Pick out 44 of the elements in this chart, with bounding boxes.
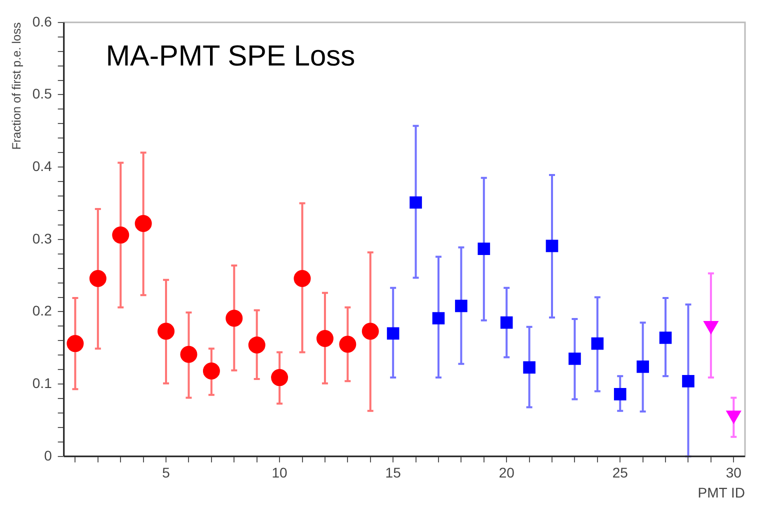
point (478, 242, 490, 255)
y-tick-label: 0.6 (32, 13, 52, 30)
point (158, 322, 175, 340)
point (410, 196, 422, 209)
point (591, 337, 604, 350)
point (455, 300, 468, 312)
x-axis-title: PMT ID (698, 484, 745, 500)
point (432, 312, 445, 324)
point (546, 240, 558, 252)
x-tick-label: 30 (726, 464, 742, 481)
point (112, 226, 130, 244)
point (202, 362, 220, 380)
x-tick-label: 15 (385, 464, 402, 481)
y-tick-label: 0.5 (32, 86, 52, 102)
y-tick-label: 0.1 (32, 374, 52, 391)
text: MA-PMT SPE Loss (106, 40, 356, 72)
x-tick-label: 25 (612, 464, 628, 481)
point (248, 336, 266, 354)
point (614, 388, 626, 400)
x-tick-label: 5 (162, 464, 170, 481)
point (362, 322, 379, 340)
point (339, 336, 356, 353)
point (568, 352, 581, 365)
x-tick-label: 20 (498, 464, 515, 481)
point (500, 316, 513, 329)
y-tick-label: 0.4 (32, 158, 52, 174)
point (523, 361, 536, 374)
point (134, 214, 152, 232)
x-tick-label: 10 (272, 464, 288, 481)
point (316, 330, 334, 347)
y-tick-label: 0.3 (32, 230, 52, 246)
point (294, 270, 311, 287)
point (226, 310, 243, 327)
point (659, 332, 672, 344)
y-tick-label: 0.2 (32, 302, 52, 319)
point (682, 375, 694, 388)
point (386, 327, 400, 340)
point (66, 335, 84, 352)
y-axis-title: Fraction of first p.e. loss (10, 22, 24, 150)
y-tick-label: 0 (44, 447, 52, 464)
point (271, 369, 288, 386)
point (89, 270, 106, 287)
point (180, 346, 198, 363)
point (636, 360, 649, 373)
